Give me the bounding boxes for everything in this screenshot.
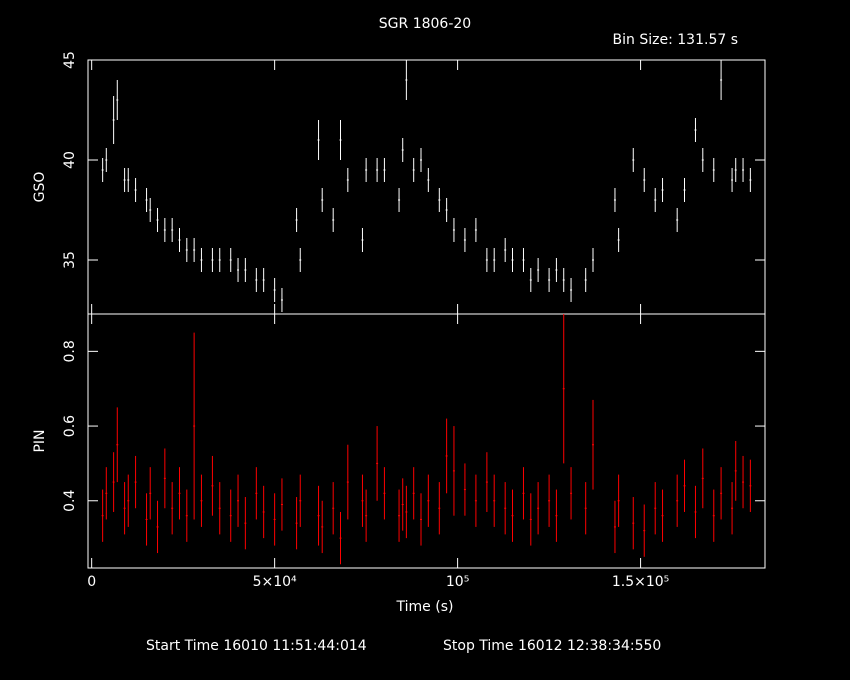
- start-time: Start Time 16010 11:51:44:014: [146, 638, 367, 654]
- x-tick-label: 1.5×10⁵: [612, 574, 669, 590]
- panel-frame: [87, 313, 766, 569]
- y-axis-label: PIN: [32, 429, 48, 452]
- x-tick-label: 10⁵: [446, 574, 469, 590]
- y-tick-label: 0.6: [62, 415, 78, 437]
- panel-frame: [87, 59, 766, 315]
- stop-time: Stop Time 16012 12:38:34:550: [443, 638, 661, 654]
- x-tick-label: 5×10⁴: [253, 574, 297, 590]
- bin-size: Bin Size: 131.57 s: [613, 32, 738, 48]
- y-tick-label: 0.8: [62, 340, 78, 362]
- y-axis-label: GSO: [32, 172, 48, 203]
- y-tick-label: 40: [62, 151, 78, 169]
- y-tick-label: 45: [62, 51, 78, 69]
- y-tick-label: 0.4: [62, 490, 78, 512]
- x-tick-label: 0: [87, 574, 96, 590]
- x-axis-label: Time (s): [396, 599, 454, 615]
- y-tick-label: 35: [62, 251, 78, 269]
- chart-title: SGR 1806-20: [379, 16, 471, 32]
